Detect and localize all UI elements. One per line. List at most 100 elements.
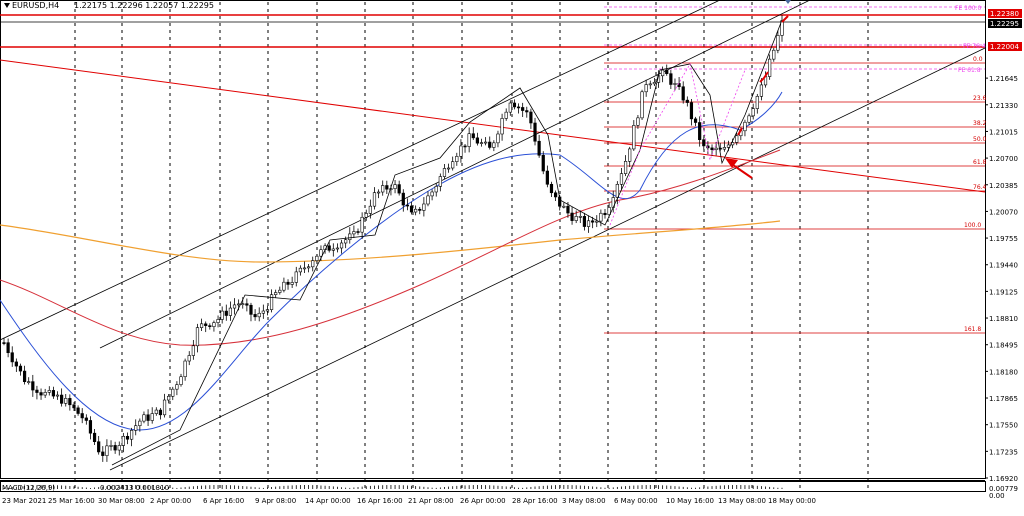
collapse-arrow-icon[interactable]: [4, 3, 10, 8]
candle-body: [693, 118, 698, 123]
candle-body: [117, 445, 121, 451]
candle-body: [339, 242, 344, 249]
level-label-bg: [988, 9, 1022, 18]
candle-body: [566, 205, 570, 214]
candle-body: [31, 381, 35, 391]
candle-body: [636, 117, 640, 126]
candle-body: [84, 417, 88, 421]
candle-body: [47, 390, 51, 393]
candle-body: [446, 167, 451, 170]
candle-body: [138, 420, 142, 427]
candle-body: [652, 82, 656, 85]
candle-body: [669, 73, 673, 85]
candle-body: [570, 212, 574, 221]
candle-body: [504, 111, 508, 119]
candle-body: [274, 292, 278, 296]
candle-body: [344, 239, 348, 244]
candle-body: [195, 327, 200, 347]
candle-body: [582, 216, 587, 227]
candle-body: [39, 392, 43, 396]
time-tick-label: 23 Mar 2021: [2, 497, 46, 505]
candle-body: [422, 203, 426, 211]
candle-body: [364, 213, 368, 218]
symbol-label: EURUSD,H4: [12, 1, 60, 10]
channel-upper: [0, 0, 721, 341]
candle-body: [644, 84, 648, 93]
price-tick-label: 1.19440: [989, 262, 1018, 270]
candle-body: [348, 233, 352, 241]
candle-body: [146, 414, 150, 421]
candle-body: [187, 355, 191, 362]
candle-body: [142, 414, 146, 422]
price-tick-label: 1.18180: [989, 368, 1018, 376]
candle-body: [162, 399, 167, 416]
candle-body: [459, 145, 463, 157]
level-label-bg: [988, 42, 1022, 51]
candle-body: [368, 205, 372, 214]
buy-check-3: [781, 15, 789, 23]
candle-body: [496, 133, 500, 144]
candle-body: [315, 255, 319, 261]
candle-body: [533, 122, 537, 142]
candle-body: [521, 107, 525, 111]
current-price-bg: [988, 19, 1022, 28]
candle-body: [6, 342, 10, 354]
candle-body: [409, 205, 414, 213]
candle-body: [603, 212, 607, 216]
time-tick-label: 9 Apr 08:00: [255, 497, 296, 505]
candle-body: [599, 212, 603, 222]
candle-body: [109, 445, 113, 447]
candle-body: [64, 398, 68, 404]
fib-level-label: 0.0: [973, 56, 983, 63]
candle-body: [665, 69, 669, 74]
candle-body: [702, 139, 706, 147]
price-tick-label: 1.20070: [989, 208, 1018, 216]
time-tick-label: 21 Apr 08:00: [408, 497, 454, 505]
current-price-label: 1.22295: [990, 20, 1019, 28]
candle-body: [204, 323, 208, 326]
candle-body: [175, 384, 179, 390]
candle-body: [307, 266, 311, 269]
candle-body: [735, 135, 739, 143]
candle-body: [492, 142, 496, 148]
candle-body: [80, 413, 84, 419]
candle-body: [418, 208, 422, 211]
price-tick-label: 1.21645: [989, 75, 1018, 83]
price-tick-label: 1.20700: [989, 155, 1018, 163]
level-label-top: 1.22380: [990, 10, 1019, 18]
candle-body: [751, 108, 755, 117]
marker-icon: [785, 0, 791, 4]
candle-body: [393, 184, 397, 189]
candle-body: [681, 86, 685, 101]
candle-body: [158, 409, 163, 416]
candle-body: [541, 154, 545, 172]
candle-body: [467, 133, 471, 147]
price-tick-label: 1.19125: [989, 288, 1018, 296]
candle-body: [183, 360, 187, 378]
candle-body: [623, 161, 628, 174]
fib-expansion-label: FE 76.4: [963, 43, 986, 50]
candle-body: [500, 118, 504, 135]
candle-body: [269, 294, 274, 310]
candle-body: [595, 220, 599, 223]
candle-body: [455, 156, 459, 162]
candle-body: [43, 392, 47, 396]
candle-body: [591, 220, 595, 223]
candle-body: [405, 204, 410, 207]
candle-body: [311, 260, 315, 268]
candle-body: [335, 247, 340, 250]
time-tick-label: 6 May 00:00: [614, 497, 658, 505]
candle-body: [673, 83, 677, 85]
candle-body: [212, 322, 216, 327]
candle-body: [121, 435, 125, 446]
candle-body: [2, 342, 6, 344]
candle-body: [586, 220, 591, 227]
candle-body: [525, 110, 529, 113]
candle-body: [199, 323, 204, 328]
candle-body: [224, 310, 228, 316]
candle-body: [434, 186, 438, 193]
macd-frame: [0, 481, 986, 492]
candle-body: [508, 102, 512, 113]
